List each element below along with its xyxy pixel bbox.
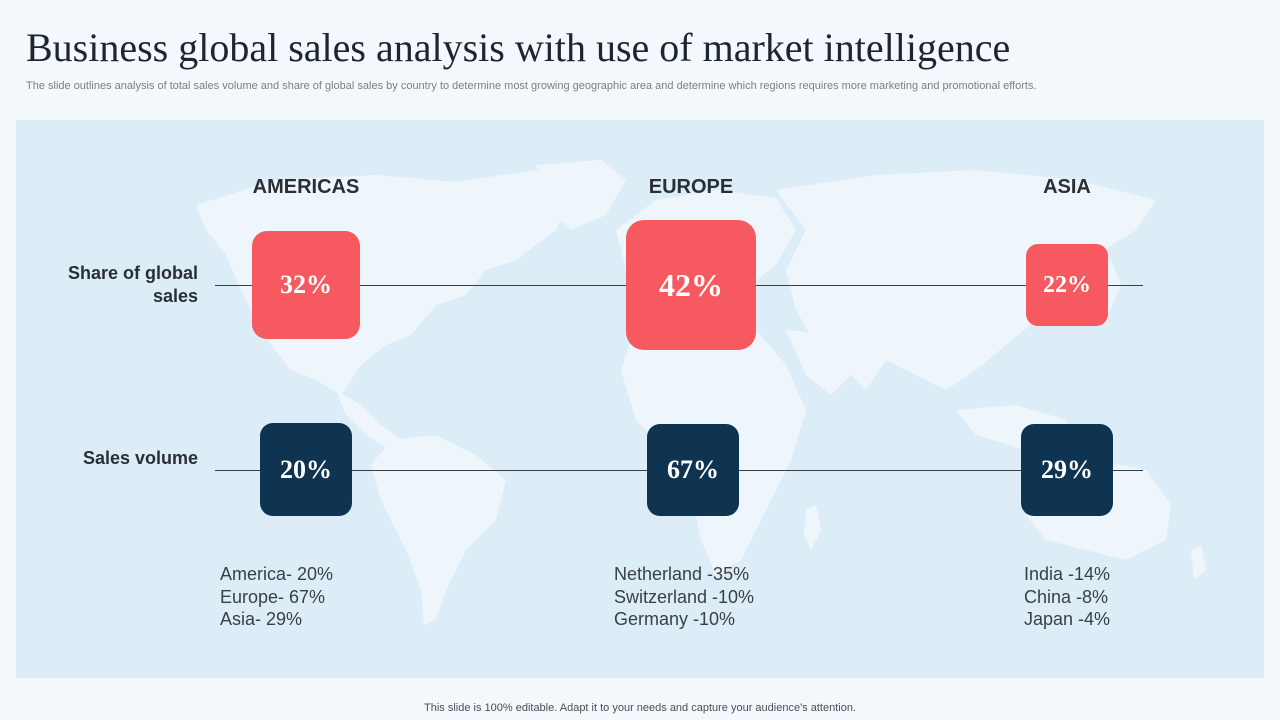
slide-subtitle: The slide outlines analysis of total sal…	[26, 80, 1037, 92]
row-label-share: Share of global sales	[67, 263, 198, 306]
row-label-volume: Sales volume	[82, 448, 198, 468]
slide-title: Business global sales analysis with use …	[26, 25, 1011, 70]
arabia-shape	[786, 330, 856, 395]
details-list-europe: Netherland -35% Switzerland -10% Germany…	[614, 563, 754, 631]
volume-box-asia: 29%	[1021, 424, 1113, 516]
volume-box-americas: 20%	[260, 423, 352, 516]
list-item: Japan -4%	[1024, 609, 1111, 629]
south-america-shape	[371, 435, 506, 625]
share-box-europe: 42%	[626, 220, 756, 350]
details-list-asia: India -14% China -8% Japan -4%	[1024, 563, 1110, 631]
list-item: Netherland -35%	[614, 564, 750, 584]
volume-box-europe: 67%	[647, 424, 739, 516]
list-item: America- 20%	[220, 564, 334, 584]
share-box-asia: 22%	[1026, 244, 1108, 326]
madagascar-shape	[804, 505, 821, 550]
share-box-americas: 32%	[252, 231, 360, 339]
asia-shape	[776, 170, 1156, 390]
region-header-europe: EUROPE	[648, 176, 734, 198]
list-item: Europe- 67%	[220, 586, 326, 607]
central-america-shape	[336, 390, 401, 450]
list-item: China -8%	[1024, 586, 1109, 607]
region-header-americas: AMERICAS	[252, 176, 360, 198]
list-item: India -14%	[1024, 564, 1111, 584]
new-zealand-shape	[1191, 545, 1206, 580]
map-panel	[16, 120, 1264, 678]
slide-footer: This slide is 100% editable. Adapt it to…	[424, 702, 856, 714]
list-item: Switzerland -10%	[614, 586, 755, 607]
list-item: Germany -10%	[614, 609, 736, 629]
list-item: Asia- 29%	[220, 609, 303, 629]
region-header-asia: ASIA	[1043, 176, 1091, 198]
details-list-americas: America- 20% Europe- 67% Asia- 29%	[220, 563, 333, 631]
greenland-shape	[536, 160, 626, 230]
